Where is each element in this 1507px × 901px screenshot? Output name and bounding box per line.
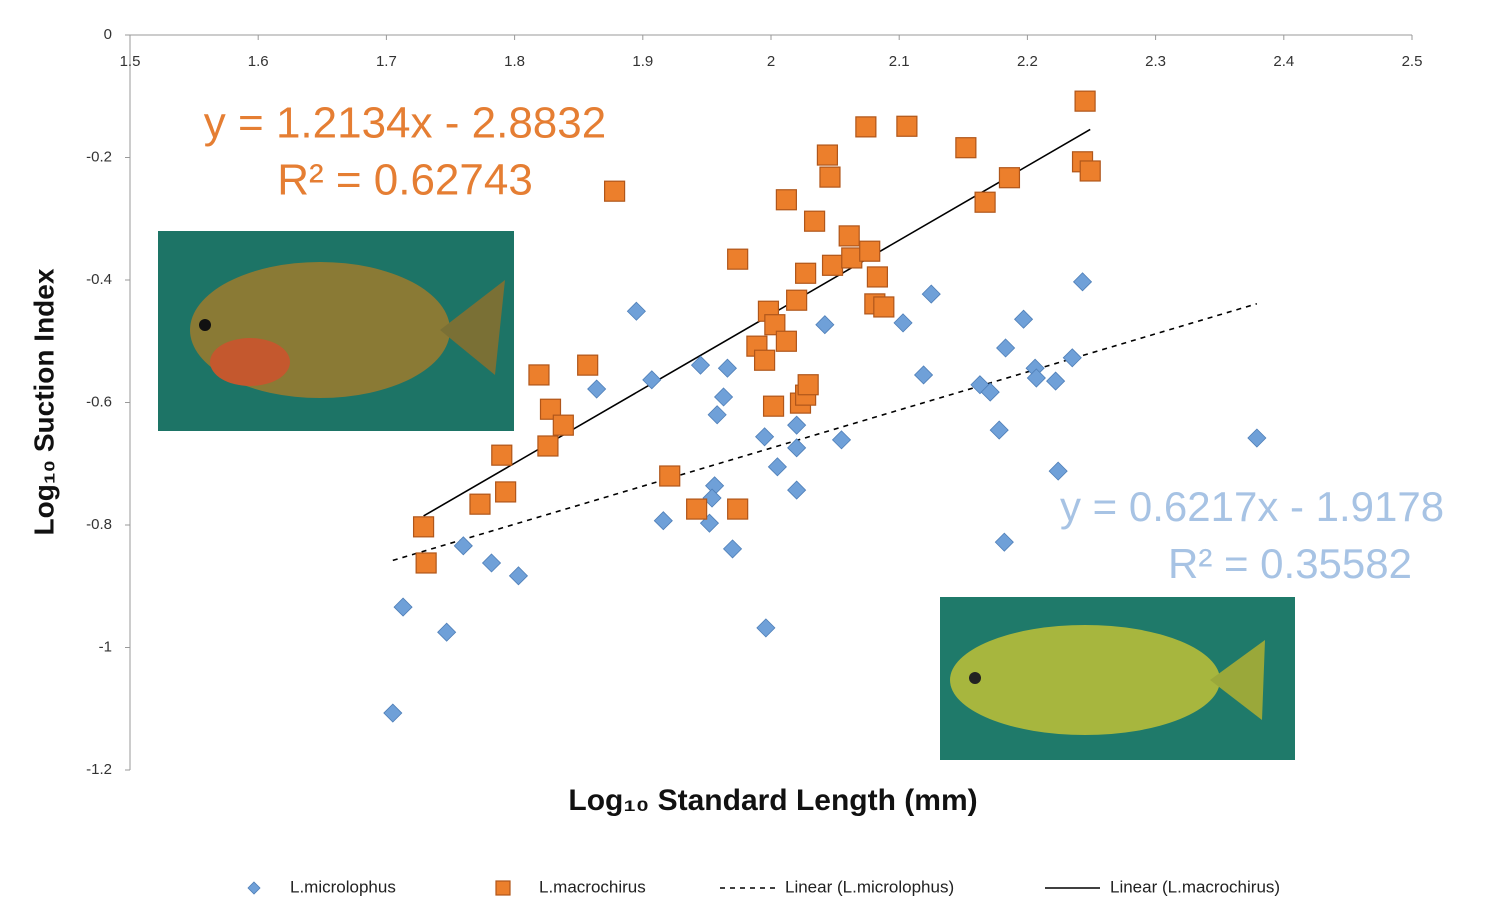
point xyxy=(776,331,796,351)
point xyxy=(796,263,816,283)
point xyxy=(492,445,512,465)
point xyxy=(728,249,748,269)
point xyxy=(956,138,976,158)
point xyxy=(1075,91,1095,111)
point xyxy=(867,267,887,287)
y-tick-label: -1 xyxy=(99,638,112,655)
equation-label: R² = 0.35582 xyxy=(1168,540,1412,587)
x-tick-label: 1.5 xyxy=(120,53,141,70)
point xyxy=(897,116,917,136)
point xyxy=(605,181,625,201)
y-tick-label: -0.2 xyxy=(86,148,112,165)
point xyxy=(496,482,516,502)
point xyxy=(470,494,490,514)
x-tick-label: 1.6 xyxy=(248,53,269,70)
point xyxy=(975,192,995,212)
fish-eye xyxy=(969,672,981,684)
point xyxy=(787,290,807,310)
chart: Log₁₀ Standard Length (mm) Log₁₀ Suction… xyxy=(0,0,1507,901)
point xyxy=(839,226,859,246)
y-axis-title: Log₁₀ Suction Index xyxy=(28,268,59,535)
y-tick-label: -0.8 xyxy=(86,516,112,533)
point xyxy=(798,375,818,395)
y-tick-label: -0.4 xyxy=(86,271,112,288)
point xyxy=(805,211,825,231)
point xyxy=(820,167,840,187)
legend-label: Linear (L.microlophus) xyxy=(785,877,954,896)
x-tick-label: 1.9 xyxy=(632,53,653,70)
x-tick-label: 2.3 xyxy=(1145,53,1166,70)
point xyxy=(538,436,558,456)
y-tick-label: -1.2 xyxy=(86,761,112,778)
point xyxy=(999,168,1019,188)
point xyxy=(823,255,843,275)
point xyxy=(856,117,876,137)
point xyxy=(764,396,784,416)
equation-label: y = 0.6217x - 1.9178 xyxy=(1060,483,1444,530)
x-tick-label: 1.8 xyxy=(504,53,525,70)
photo-redear xyxy=(940,597,1295,760)
point xyxy=(860,241,880,261)
point xyxy=(1080,161,1100,181)
point xyxy=(687,499,707,519)
photo-bluegill xyxy=(158,231,514,431)
point xyxy=(414,517,434,537)
y-tick-label: -0.6 xyxy=(86,393,112,410)
point xyxy=(416,553,436,573)
fish-body xyxy=(950,625,1220,735)
fish-belly xyxy=(210,338,290,386)
x-tick-label: 2.5 xyxy=(1402,53,1423,70)
point xyxy=(755,350,775,370)
x-tick-label: 2.2 xyxy=(1017,53,1038,70)
equation-label: y = 1.2134x - 2.8832 xyxy=(204,99,606,148)
page: Log₁₀ Standard Length (mm) Log₁₀ Suction… xyxy=(0,0,1507,901)
y-tick-label: 0 xyxy=(104,26,112,43)
point xyxy=(842,248,862,268)
legend-marker xyxy=(496,881,510,895)
point xyxy=(728,499,748,519)
point xyxy=(553,415,573,435)
x-tick-label: 2.4 xyxy=(1273,53,1294,70)
point xyxy=(817,145,837,165)
fish-eye xyxy=(199,319,211,331)
legend-label: Linear (L.macrochirus) xyxy=(1110,877,1280,896)
x-tick-label: 2 xyxy=(767,53,775,70)
legend-label: L.macrochirus xyxy=(539,877,646,896)
x-axis-title: Log₁₀ Standard Length (mm) xyxy=(568,784,977,817)
point xyxy=(874,297,894,317)
point xyxy=(660,466,680,486)
legend-label: L.microlophus xyxy=(290,877,396,896)
x-tick-label: 1.7 xyxy=(376,53,397,70)
point xyxy=(776,190,796,210)
point xyxy=(578,355,598,375)
equation-label: R² = 0.62743 xyxy=(277,156,533,205)
point xyxy=(529,365,549,385)
x-tick-label: 2.1 xyxy=(889,53,910,70)
